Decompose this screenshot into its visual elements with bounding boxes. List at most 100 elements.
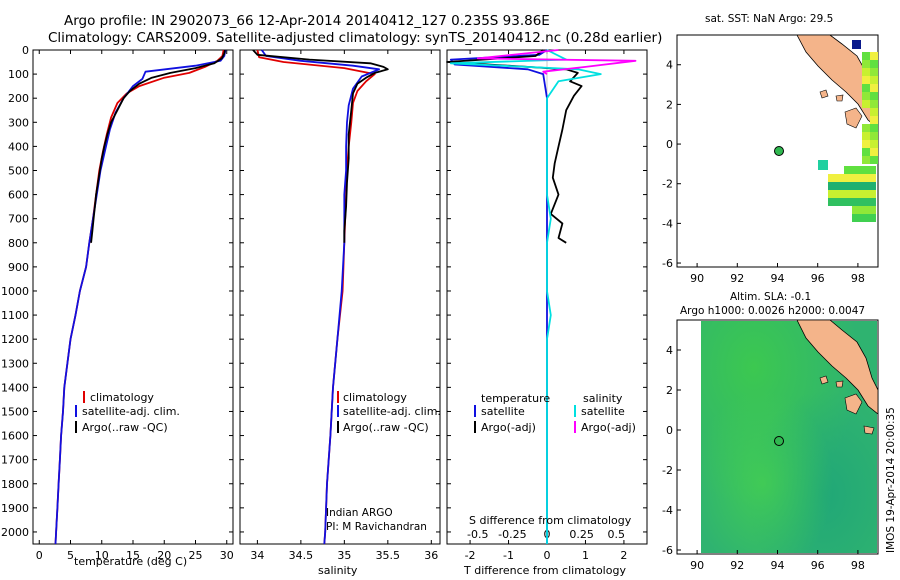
sst-pixel [870,156,878,164]
x-tick-label: 25 [189,549,203,562]
salinity-axes-frame [239,49,441,545]
sst-pixel [862,100,870,108]
sst-pixel [860,214,868,222]
sst-pixel [844,182,852,190]
map-y-tick-label: -4 [662,217,673,230]
map-y-tick-label: -6 [662,257,673,270]
y-tick-label: 2000 [1,526,29,539]
map-x-tick-label: 92 [730,272,744,285]
map-y-tick-label: -4 [662,504,673,517]
sst-pixel [860,174,868,182]
series-line-black [90,49,226,243]
argo-position-marker [774,146,784,156]
sst-pixel [870,148,878,156]
sst-pixel [868,182,876,190]
temperature-x-axis: 0 5 10 15 20 25 30 [36,50,234,562]
map-x-tick-label: 98 [851,559,865,572]
sst-pixel [852,206,860,214]
island [819,89,829,99]
sst-pixel [862,68,870,76]
sst-pixel [868,174,876,182]
sst-pixel [818,160,828,170]
salinity-series [252,49,389,545]
legend-argo: Argo(..raw -QC) [82,421,168,434]
map-y-tick-label: -2 [662,464,673,477]
sst-pixel [870,68,878,76]
x-tick-label: 15 [126,549,140,562]
x-tick-label: 35 [337,549,351,562]
sst-pixel [862,60,870,68]
sst-pixel [862,84,870,92]
map-x-tick-label: 90 [690,559,704,572]
sst-pixel [836,174,844,182]
temperature-legend: climatology satellite-adj. clim. Argo(..… [75,391,180,434]
y-tick-label: 100 [8,68,29,81]
sst-pixel [852,182,860,190]
map-x-tick-label: 92 [730,559,744,572]
temperature-axes-frame [32,49,234,545]
legend-satellite-adj: satellite-adj. clim. [82,405,180,418]
x-tick-label: -1 [503,549,514,562]
sst-pixel [870,124,878,132]
x-tick-label: 10 [95,549,109,562]
y-tick-label: 1300 [1,357,29,370]
x-tick-label: 20 [157,549,171,562]
sst-pixel [862,124,870,132]
y-tick-label: 200 [8,92,29,105]
y-tick-label: 1100 [1,309,29,322]
sst-pixel [836,182,844,190]
y-tick-label: 1900 [1,502,29,515]
sst-pixel [870,140,878,148]
x-tick-label: 2 [620,549,627,562]
imos-timestamp: IMOS 19-Apr-2014 20:00:35 [885,407,897,553]
y-tick-label: 1600 [1,430,29,443]
sst-pixel [836,190,844,198]
series-line-cyan [449,49,602,544]
sst-pixel [860,206,868,214]
x-tick-label: 36 [424,549,438,562]
sumatra-landmass [796,319,879,415]
sst-pixel [852,166,860,174]
sst-pixel [852,190,860,198]
series-line-magenta [476,49,637,75]
difference-series [446,49,637,544]
sst-map-axes: 90 92 94 96 98 4 2 0 -2 -4 -6 [662,59,865,285]
x2-tick-label: -0.5 [467,528,488,541]
map-y-tick-label: -2 [662,178,673,191]
y-tick-label: 1500 [1,405,29,418]
sst-pixel [870,100,878,108]
institution-label: Indian ARGO [326,507,393,519]
sst-pixel [862,140,870,148]
sst-pixel [844,166,852,174]
map-x-tick-label: 94 [771,272,785,285]
map-x-tick-label: 90 [690,272,704,285]
sst-pixel [868,166,876,174]
salinity-x-axis: 34 34.5 35 35.5 36 [240,49,440,562]
sst-pixel [868,206,876,214]
x2-tick-label: -0.25 [498,528,526,541]
sst-pixel [836,198,844,206]
sst-map: sat. SST: NaN Argo: 29.5 90 92 94 96 98 4 2 0 -2… [662,13,879,285]
sst-pixel [870,52,878,60]
sst-pixel [862,156,870,164]
y-tick-label: 1700 [1,454,29,467]
x-tick-label: -2 [465,549,476,562]
y-tick-label: 600 [8,189,29,202]
y-tick-label: 1400 [1,381,29,394]
map-y-tick-label: 0 [666,424,673,437]
legend-satellite-adj: satellite-adj. clim. [343,405,441,418]
map-y-tick-label: 4 [666,59,673,72]
map-y-tick-label: 2 [666,98,673,111]
x-tick-label: 35.5 [376,549,401,562]
series-line-black [252,49,389,243]
x-tick-label: 0 [36,549,43,562]
legend-title-salinity: salinity [583,392,623,405]
sst-pixel [870,108,878,116]
y-tick-label: 500 [8,164,29,177]
sst-pixel [868,190,876,198]
salinity-panel: 34 34.5 35 35.5 36 salinity climatology sate… [239,49,441,577]
temperature-series [54,49,227,545]
island [844,393,863,415]
sst-pixel [862,92,870,100]
sst-pixel [860,166,868,174]
